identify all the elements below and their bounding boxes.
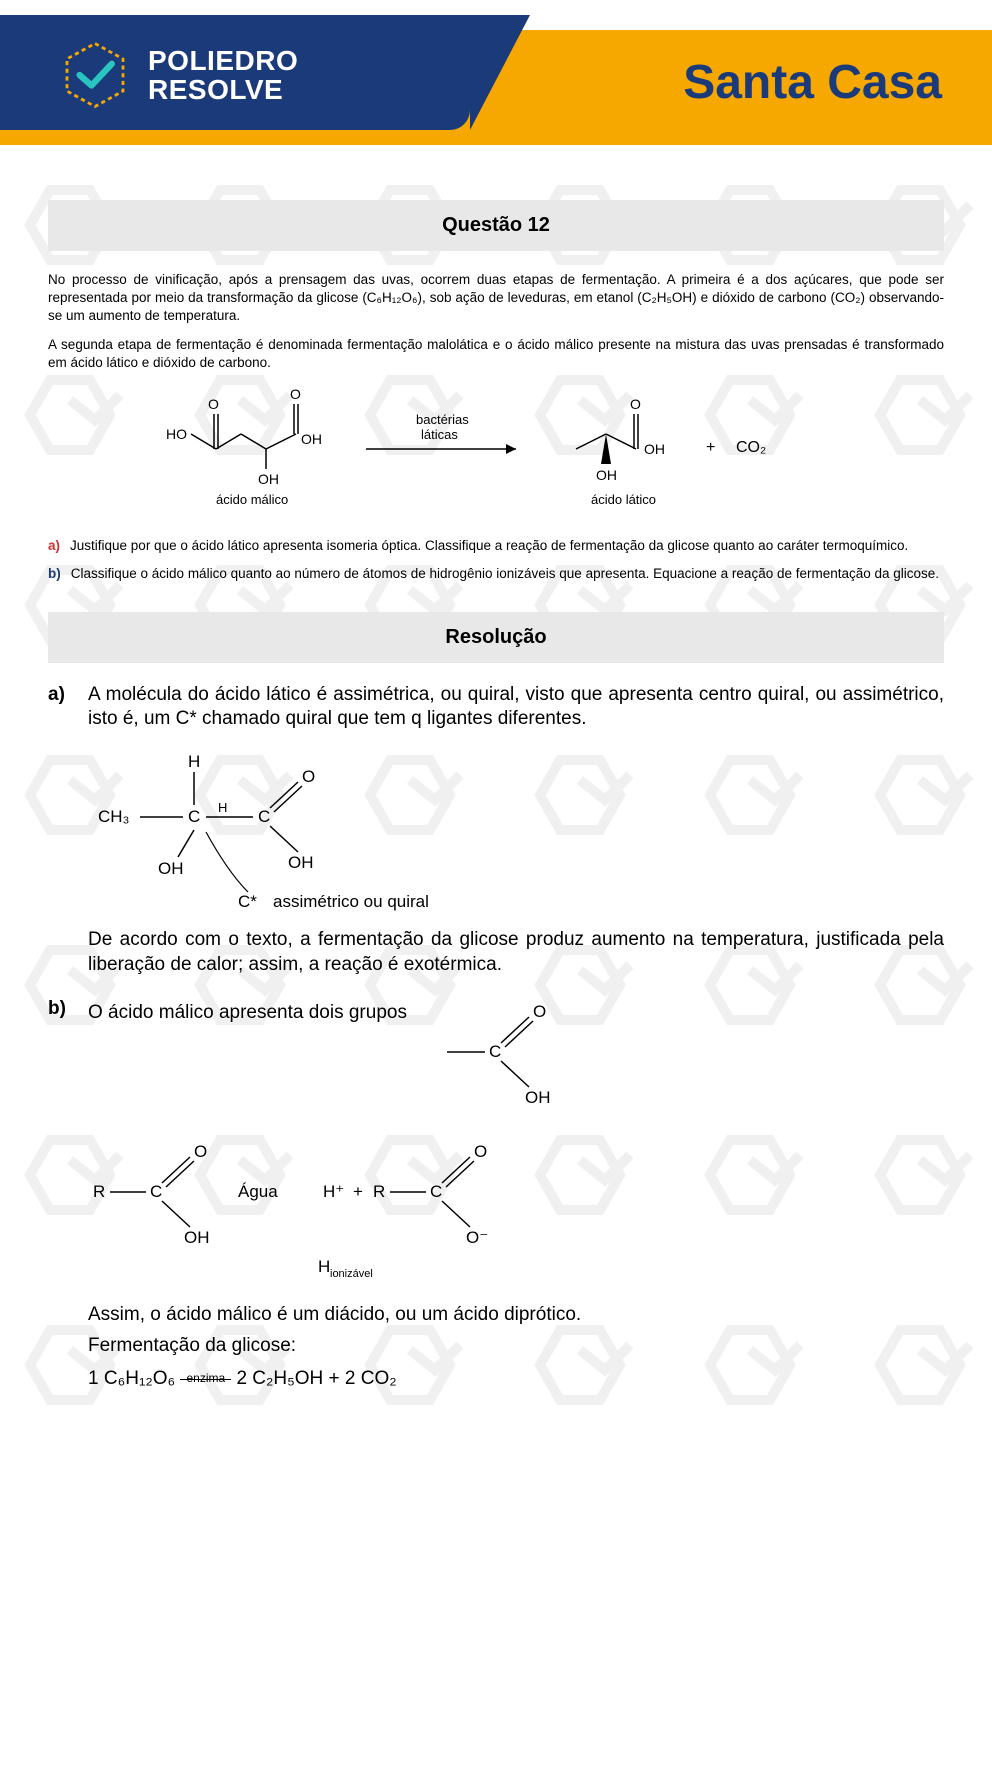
svg-text:O⁻: O⁻: [466, 1228, 488, 1247]
svg-text:OH: OH: [258, 471, 279, 487]
svg-text:H⁺: H⁺: [323, 1182, 344, 1201]
svg-text:+: +: [353, 1182, 363, 1201]
svg-text:OH: OH: [525, 1088, 551, 1107]
resolution-title: Resolução: [48, 612, 944, 663]
svg-text:H: H: [318, 1257, 330, 1276]
logo-text: POLIEDRO RESOLVE: [148, 46, 298, 105]
agua-label: Água: [238, 1182, 278, 1201]
header-title: Santa Casa: [683, 55, 942, 110]
question-title: Questão 12: [48, 200, 944, 251]
content: Questão 12 No processo de vinificação, a…: [0, 170, 992, 1453]
svg-text:O: O: [630, 396, 641, 412]
question-paragraph-1: No processo de vinificação, após a prens…: [48, 271, 944, 326]
page-header: POLIEDRO RESOLVE Santa Casa: [0, 0, 992, 170]
item-b-text: Classifique o ácido málico quanto ao núm…: [71, 565, 939, 583]
arrow-top: bactérias: [416, 412, 469, 427]
logo-line1: POLIEDRO: [148, 46, 298, 75]
co2-label: CO₂: [736, 439, 766, 456]
eq-lhs: 1 C₆H₁₂O₆: [88, 1368, 175, 1389]
eq-arrow: enzima: [180, 1367, 231, 1392]
reaction-scheme: HO O O OH OH ácido mál: [48, 384, 944, 519]
svg-text:C*: C*: [238, 892, 257, 911]
item-b-label: b): [48, 565, 61, 583]
svg-text:O: O: [474, 1142, 487, 1161]
svg-text:O: O: [208, 396, 219, 412]
ionization-figure: R C O OH Água H⁺ +: [88, 1127, 944, 1287]
res-b-label: b): [48, 997, 74, 1399]
lactic-label: ácido lático: [591, 492, 656, 507]
svg-text:O: O: [533, 1002, 546, 1021]
res-b-p3: Fermentação da glicose:: [88, 1334, 944, 1359]
page: POLIEDRO RESOLVE Santa Casa Questão 12 N…: [0, 0, 992, 1453]
eq-rhs: 2 C₂H₅OH + 2 CO₂: [236, 1368, 396, 1389]
svg-text:OH: OH: [644, 441, 665, 457]
svg-text:OH: OH: [301, 431, 322, 447]
res-a-p1: A molécula do ácido lático é assimétrica…: [88, 683, 944, 732]
res-a-label: a): [48, 683, 74, 984]
malic-label: ácido málico: [216, 492, 288, 507]
item-a-label: a): [48, 537, 60, 555]
svg-text:C: C: [188, 807, 200, 826]
arrow-bottom: láticas: [421, 427, 458, 442]
svg-text:O: O: [302, 767, 315, 786]
svg-text:R: R: [93, 1182, 105, 1201]
svg-text:OH: OH: [288, 853, 314, 872]
resolution-a: a) A molécula do ácido lático é assimétr…: [48, 683, 944, 984]
chiral-caption: assimétrico ou quiral: [273, 892, 429, 911]
svg-text:O: O: [290, 386, 301, 402]
svg-text:HO: HO: [166, 426, 187, 442]
question-item-a: a) Justifique por que o ácido lático apr…: [48, 537, 944, 555]
svg-text:C: C: [489, 1042, 501, 1061]
question-item-b: b) Classifique o ácido málico quanto ao …: [48, 565, 944, 583]
hexagon-check-icon: [60, 40, 130, 110]
question-paragraph-2: A segunda etapa de fermentação é denomin…: [48, 336, 944, 372]
lactic-structure-figure: CH₃ C H H C O: [88, 742, 944, 912]
svg-text:OH: OH: [596, 467, 617, 483]
resolution-body: a) A molécula do ácido lático é assimétr…: [48, 683, 944, 1400]
res-a-p2: De acordo com o texto, a fermentação da …: [88, 928, 944, 977]
resolution-b: b) O ácido málico apresenta dois grupos …: [48, 997, 944, 1399]
carboxyl-group-figure: C O OH: [437, 997, 567, 1107]
svg-text:R: R: [373, 1182, 385, 1201]
res-b-p1: O ácido málico apresenta dois grupos: [88, 1001, 407, 1026]
svg-text:C: C: [430, 1182, 442, 1201]
svg-text:OH: OH: [158, 859, 184, 878]
svg-text:OH: OH: [184, 1228, 210, 1247]
fermentation-equation: 1 C₆H₁₂O₆ enzima 2 C₂H₅OH + 2 CO₂: [88, 1367, 944, 1392]
question-items: a) Justifique por que o ácido lático apr…: [48, 537, 944, 583]
svg-text:C: C: [258, 807, 270, 826]
ionizavel-sub: ionizável: [330, 1268, 373, 1280]
logo: POLIEDRO RESOLVE: [60, 40, 298, 110]
svg-text:H: H: [218, 800, 227, 815]
logo-line2: RESOLVE: [148, 75, 298, 104]
svg-text:O: O: [194, 1142, 207, 1161]
svg-text:CH₃: CH₃: [98, 807, 129, 826]
svg-text:H: H: [188, 752, 200, 771]
plus-sign: +: [706, 439, 715, 456]
item-a-text: Justifique por que o ácido lático aprese…: [70, 537, 908, 555]
res-b-p2: Assim, o ácido málico é um diácido, ou u…: [88, 1303, 944, 1328]
svg-text:C: C: [150, 1182, 162, 1201]
